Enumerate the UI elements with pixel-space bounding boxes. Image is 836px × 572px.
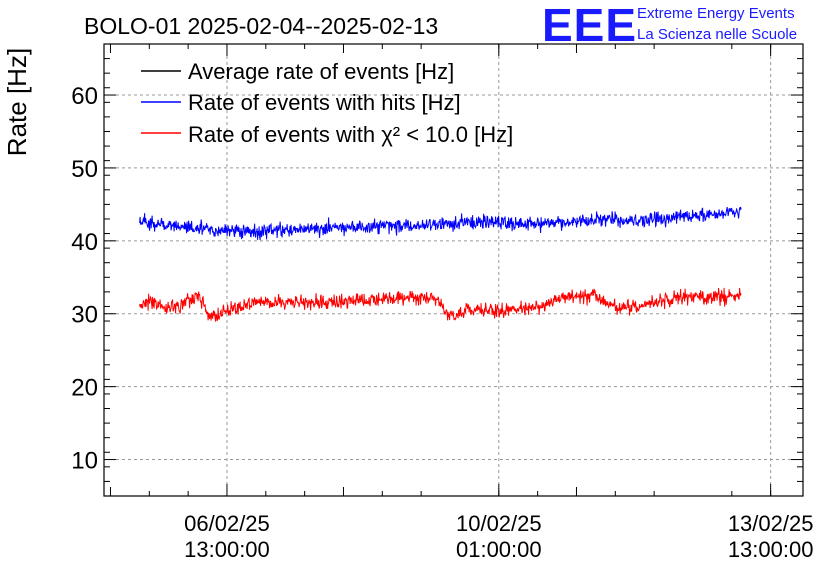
y-tick-label: 40 (71, 229, 98, 256)
legend-label-chi2: Rate of events with χ² < 10.0 [Hz] (188, 122, 513, 147)
x-tick-time: 13:00:00 (184, 537, 270, 562)
x-tick-time: 01:00:00 (456, 537, 542, 562)
series-line-1 (139, 206, 742, 241)
axes (103, 43, 804, 497)
y-tick-label: 50 (71, 156, 98, 183)
x-tick-date: 13/02/25 (728, 511, 814, 536)
y-tick-label: 30 (71, 302, 98, 329)
y-axis-label: Rate [Hz] (2, 48, 32, 156)
series-line-2 (139, 287, 742, 322)
logo-line1: Extreme Energy Events (637, 5, 795, 22)
legend: Average rate of events [Hz] Rate of even… (141, 59, 513, 147)
chart-title: BOLO-01 2025-02-04--2025-02-13 (84, 13, 438, 39)
tick-labels: 10203040506006/02/2513:00:0010/02/2501:0… (71, 83, 813, 562)
eee-logo: EEE Extreme Energy Events La Scienza nel… (542, 0, 797, 51)
logo-line2: La Scienza nelle Scuole (637, 26, 797, 43)
y-tick-label: 10 (71, 448, 98, 475)
x-tick-date: 10/02/25 (456, 511, 542, 536)
series-layer (139, 206, 742, 322)
x-tick-time: 13:00:00 (728, 537, 814, 562)
y-tick-label: 20 (71, 375, 98, 402)
legend-label-average: Average rate of events [Hz] (188, 59, 454, 84)
y-tick-label: 60 (71, 83, 98, 110)
plot-frame (103, 43, 804, 497)
logo-mark: EEE (542, 0, 637, 51)
x-tick-date: 06/02/25 (184, 511, 270, 536)
legend-label-hits: Rate of events with hits [Hz] (188, 90, 461, 115)
